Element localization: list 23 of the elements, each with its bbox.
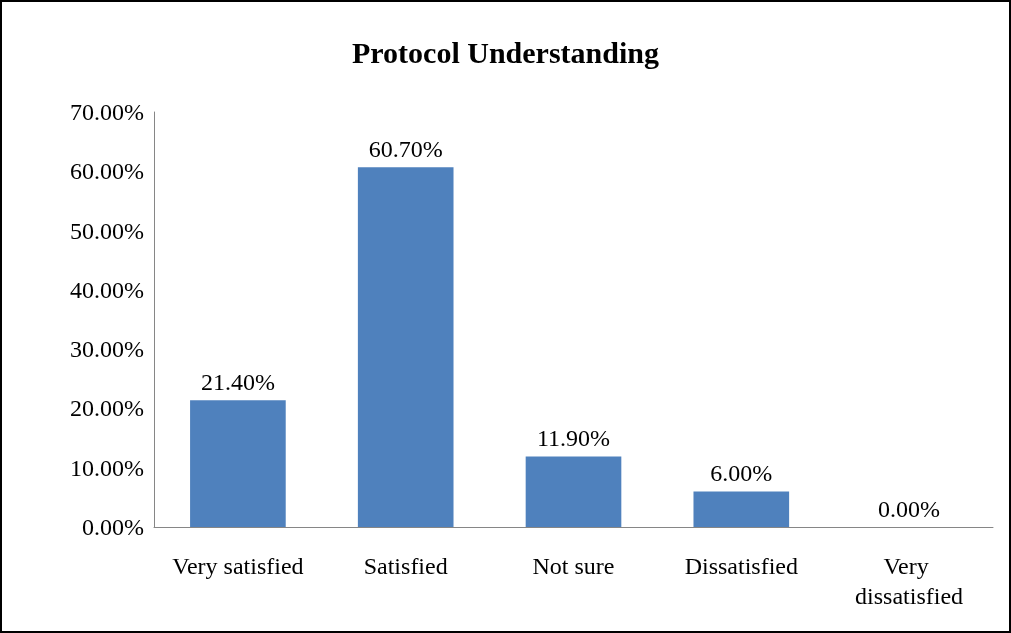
- data-label: 0.00%: [878, 496, 941, 522]
- x-tick-label: Very satisfied: [172, 553, 304, 579]
- y-tick-label: 20.00%: [70, 395, 144, 422]
- y-tick-label: 50.00%: [70, 217, 144, 244]
- x-tick-label: Very dissatisfied: [855, 553, 964, 609]
- bar: [357, 167, 454, 527]
- x-tick-label: Not sure: [532, 553, 615, 579]
- data-label: 21.40%: [200, 369, 275, 396]
- data-label: 6.00%: [710, 460, 773, 487]
- y-tick-label: 10.00%: [70, 454, 144, 481]
- bar: [525, 456, 622, 527]
- data-label: 60.70%: [368, 136, 443, 163]
- y-tick-label: 40.00%: [70, 276, 144, 303]
- x-tick-label: Dissatisfied: [684, 553, 798, 579]
- y-tick-label: 60.00%: [70, 158, 144, 185]
- bar: [693, 491, 790, 527]
- x-tick-label: Satisfied: [363, 553, 448, 579]
- data-label: 11.90%: [536, 425, 611, 452]
- bar: [190, 400, 286, 527]
- chart-title: Protocol Understanding: [352, 35, 659, 69]
- y-tick-label: 30.00%: [70, 336, 144, 363]
- y-tick-label: 70.00%: [70, 99, 144, 125]
- y-tick-label: 0.00%: [82, 514, 144, 540]
